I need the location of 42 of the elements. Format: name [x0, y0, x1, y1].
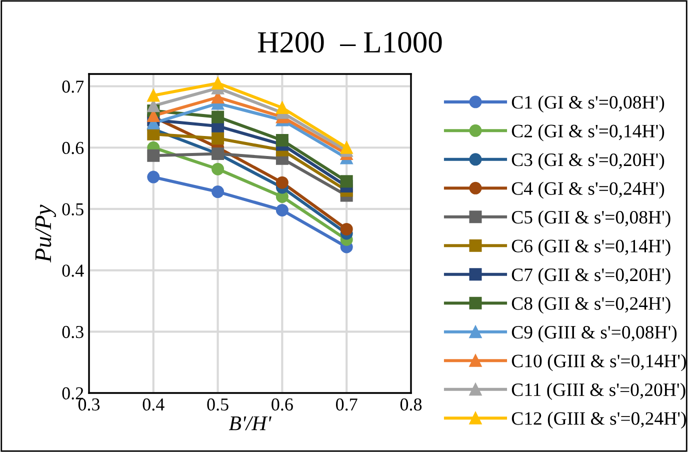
legend-label: C4 (GI & s'=0,24H') — [512, 182, 664, 199]
y-tick-label: 0.3 — [62, 326, 84, 338]
point — [276, 101, 288, 114]
chart-title: H200 – L1000 — [258, 32, 442, 53]
x-tick-label: 0.7 — [336, 398, 358, 411]
point — [340, 222, 353, 236]
point — [147, 170, 160, 184]
point — [212, 186, 224, 198]
x-tick-label: 0.3 — [78, 398, 100, 411]
legend-label: C2 (GI & s'=0,14H') — [512, 124, 664, 142]
y-tick-label: 0.4 — [62, 264, 84, 277]
point — [212, 76, 224, 90]
legend-label: C5 (GII & s'=0,08H') — [512, 210, 670, 228]
legend-label: C3 (GI & s'=0,20H') — [512, 152, 664, 170]
point — [212, 162, 224, 176]
legend-label: C6 (GII & s'=0,14H') — [512, 239, 670, 256]
point — [340, 175, 353, 188]
legend-label: C8 (GII & s'=0,24H') — [512, 296, 670, 314]
y-tick-label: 0.6 — [62, 142, 84, 154]
legend-label: C9 (GIII & s'=0,08H') — [512, 325, 677, 342]
legend-label: C12 (GIII & s'=0,24H') — [512, 412, 686, 429]
x-tick-label: 0.4 — [142, 398, 164, 411]
y-axis-title: Pu/Py — [35, 204, 56, 262]
point — [212, 110, 224, 124]
point — [212, 132, 224, 145]
point — [147, 89, 160, 102]
legend-label: C11 (GIII & s'=0,20H') — [512, 382, 686, 400]
legend-label: C1 (GI & s'=0,08H') — [512, 95, 664, 112]
legend-label: C7 (GII & s'=0,20H') — [512, 268, 670, 285]
legend-label: C10 (GIII & s'=0,14H') — [512, 354, 686, 372]
point — [276, 204, 288, 216]
y-tick-label: 0.7 — [62, 80, 84, 93]
point — [340, 141, 353, 154]
y-tick-label: 0.2 — [62, 387, 84, 400]
x-axis-title: B'/H' — [228, 416, 272, 430]
point — [276, 176, 288, 189]
x-tick-label: 0.6 — [272, 398, 293, 411]
x-tick-label: 0.5 — [207, 398, 228, 411]
point — [276, 134, 288, 147]
x-tick-label: 0.8 — [400, 398, 422, 411]
point — [147, 149, 160, 162]
y-tick-label: 0.5 — [62, 203, 84, 216]
